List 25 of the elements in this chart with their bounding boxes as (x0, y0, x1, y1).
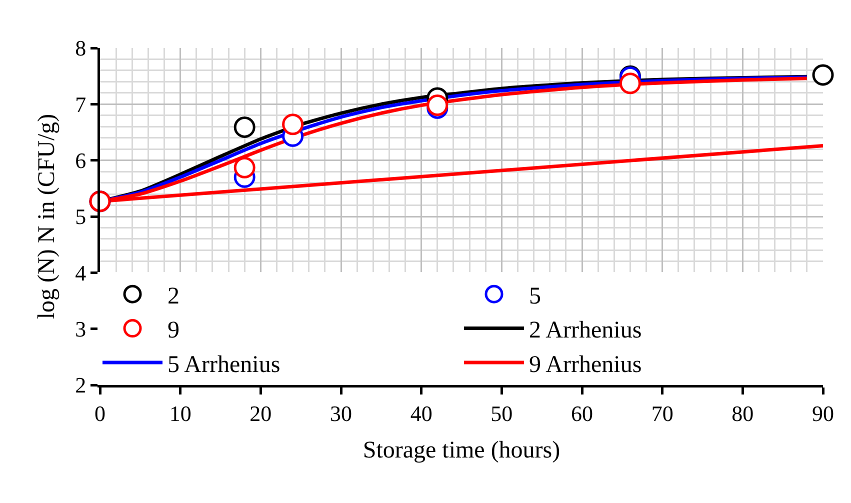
legend-label: 9 Arrhenius (529, 352, 642, 378)
legend-label: 2 Arrhenius (529, 318, 642, 344)
x-tick-label: 70 (651, 400, 674, 426)
y-tick-label: 6 (75, 148, 86, 174)
y-tick-label: 2 (75, 372, 86, 398)
y-tick-label: 5 (75, 204, 86, 230)
y-tick-label: 3 (75, 316, 86, 342)
x-tick-label: 90 (812, 400, 834, 426)
x-tick-label: 0 (94, 400, 106, 426)
y-axis-title: log (N) N in (CFU/g) (34, 114, 60, 320)
x-tick-label: 60 (571, 400, 593, 426)
legend-label: 5 Arrhenius (168, 352, 280, 378)
x-tick-label: 20 (250, 400, 272, 426)
y-tick-label: 7 (75, 92, 86, 117)
x-tick-label: 30 (330, 400, 352, 426)
x-tick-label: 10 (169, 400, 192, 426)
y-tick-label: 4 (75, 260, 86, 286)
y-tick-label: 8 (75, 36, 86, 61)
legend-label: 2 (168, 283, 180, 310)
x-axis-title: Storage time (hours) (362, 437, 560, 464)
legend-label: 5 (529, 283, 541, 310)
legend-label: 9 (168, 318, 180, 344)
x-tick-label: 40 (410, 400, 432, 426)
x-tick-label: 50 (490, 400, 513, 426)
x-tick-label: 80 (732, 400, 754, 426)
